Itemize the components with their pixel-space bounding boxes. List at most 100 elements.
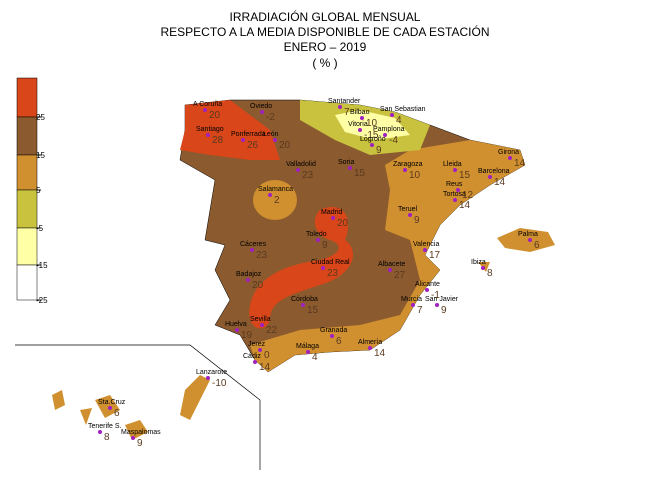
station-value: 20 <box>252 280 264 291</box>
station-name: Murcia <box>401 296 422 303</box>
station-dot <box>331 216 335 220</box>
station-value: 15 <box>354 168 366 179</box>
station-name: Ciudad Real <box>311 259 350 266</box>
title: RESPECTO A LA MEDIA DISPONIBLE DE CADA E… <box>161 24 490 39</box>
station-name: Tenerife S. <box>88 423 122 430</box>
station-dot <box>368 346 372 350</box>
legend-swatch <box>16 154 38 191</box>
station-dot <box>268 193 272 197</box>
station-value: 19 <box>241 330 253 341</box>
station-value: -2 <box>266 112 275 123</box>
station-dot <box>306 350 310 354</box>
station-value: 26 <box>247 140 259 151</box>
station-name: Cáceres <box>240 241 267 248</box>
title: IRRADIACIÓN GLOBAL MENSUAL <box>230 9 421 24</box>
station-dot <box>403 168 407 172</box>
station-name: Ponferrada <box>231 131 266 138</box>
station-name: Málaga <box>296 343 319 350</box>
station-value: 4 <box>312 352 318 363</box>
station-value: 9 <box>322 240 328 251</box>
station-dot <box>453 168 457 172</box>
station-value: 20 <box>279 140 291 151</box>
station-dot <box>348 166 352 170</box>
station-value: 9 <box>137 438 143 449</box>
station-dot <box>338 105 342 109</box>
station-dot <box>203 108 207 112</box>
station-value: 14 <box>494 177 506 188</box>
station-dot <box>321 266 325 270</box>
station-value: 28 <box>212 135 224 146</box>
station-value: 9 <box>414 215 420 226</box>
station-name: Jerez <box>248 341 266 348</box>
station-dot <box>481 266 485 270</box>
station-dot <box>435 303 439 307</box>
station-name: Lanzarote <box>196 369 227 376</box>
legend-label: 15 <box>36 151 45 160</box>
station-value: 14 <box>259 362 271 373</box>
station-value: -4 <box>389 135 398 146</box>
station-dot <box>358 128 362 132</box>
station-dot <box>316 238 320 242</box>
station-name: Girona <box>498 149 519 156</box>
station-name: Sevilla <box>250 316 271 323</box>
station-dot <box>528 238 532 242</box>
station-dot <box>206 376 210 380</box>
station-dot <box>273 138 277 142</box>
station-value: 15 <box>459 170 471 181</box>
station-value: 9 <box>376 145 382 156</box>
station-value: 8 <box>104 432 110 443</box>
station-value: 7 <box>417 305 423 316</box>
station-dot <box>108 406 112 410</box>
station-dot <box>301 303 305 307</box>
station-dot <box>488 175 492 179</box>
station-dot <box>206 133 210 137</box>
station-value: 9 <box>441 305 447 316</box>
station-name: Soria <box>338 159 354 166</box>
station-dot <box>370 143 374 147</box>
station-dot <box>260 110 264 114</box>
station-name: Cádiz <box>243 353 261 360</box>
station-name: Reus <box>446 181 463 188</box>
station-name: Palma <box>518 231 538 238</box>
station-name: Toledo <box>306 231 327 238</box>
station-value: 20 <box>337 218 349 229</box>
station-value: 8 <box>487 268 493 279</box>
station-name: Huelva <box>225 321 247 328</box>
station-name: Maspalomas <box>121 429 161 436</box>
station-value: 0 <box>264 350 270 361</box>
legend-label: -15 <box>36 261 48 270</box>
station-name: Albacete <box>378 261 405 268</box>
legend: 25 15 5 -5 -15 -25 <box>16 77 48 305</box>
station-name: Valladolid <box>286 161 316 168</box>
station-name: Barcelona <box>478 168 510 175</box>
legend-swatch <box>16 116 38 156</box>
station-value: 4 <box>396 115 402 126</box>
station-name: Santiago <box>196 126 224 133</box>
title: ENERO – 2019 <box>284 40 367 54</box>
station-name: A Coruña <box>193 101 222 108</box>
station-value: 23 <box>327 268 339 279</box>
legend-label: 5 <box>36 186 41 195</box>
station-name: Alicante <box>415 281 440 288</box>
station-name: Logroño <box>360 136 386 143</box>
station-value: 15 <box>307 305 319 316</box>
station-dot <box>241 138 245 142</box>
station-dot <box>330 334 334 338</box>
station-dot <box>296 168 300 172</box>
station-dot <box>258 348 262 352</box>
station-name: Badajoz <box>236 271 262 278</box>
station-value: 27 <box>394 270 406 281</box>
station-dot <box>260 323 264 327</box>
station-dot <box>360 116 364 120</box>
station-dot <box>425 288 429 292</box>
legend-label: 25 <box>36 113 45 122</box>
station-dot <box>411 303 415 307</box>
station-dot <box>253 360 257 364</box>
station-value: 6 <box>336 336 342 347</box>
legend-swatch <box>16 189 38 229</box>
station-dot <box>508 156 512 160</box>
land <box>15 99 555 470</box>
station-name: Granada <box>320 327 347 334</box>
station-name: Ibiza <box>471 259 486 266</box>
